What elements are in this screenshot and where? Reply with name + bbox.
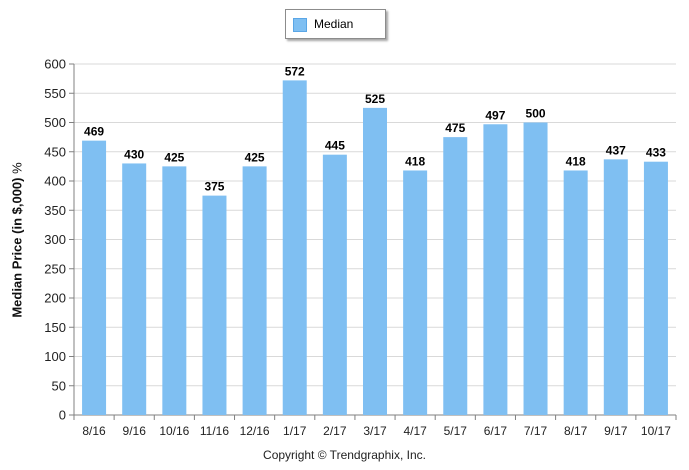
- x-tick-label: 3/17: [363, 424, 387, 438]
- data-label: 572: [285, 64, 305, 78]
- y-tick-label: 100: [44, 349, 66, 364]
- bar: [563, 170, 588, 415]
- data-label: 375: [204, 180, 224, 194]
- bar: [363, 107, 387, 415]
- bar: [282, 80, 307, 415]
- x-tick-label: 8/16: [82, 424, 106, 438]
- x-tick-label: 6/17: [484, 424, 508, 438]
- y-tick-label: 200: [44, 291, 66, 306]
- y-tick-label: 400: [44, 174, 66, 189]
- x-tick-label: 5/17: [444, 424, 468, 438]
- data-label: 525: [365, 92, 385, 106]
- data-label: 433: [646, 146, 666, 160]
- y-tick-label: 300: [44, 232, 66, 247]
- x-tick-label: 9/17: [604, 424, 628, 438]
- data-label: 425: [164, 150, 184, 164]
- bar: [122, 163, 147, 415]
- bar: [242, 166, 267, 415]
- legend-label: Median: [314, 17, 354, 31]
- y-axis-title-suffix: %: [9, 162, 25, 174]
- bar: [483, 124, 508, 415]
- x-tick-label: 7/17: [524, 424, 548, 438]
- x-tick-label: 11/16: [200, 424, 229, 438]
- bar: [443, 137, 468, 415]
- bar: [403, 170, 428, 415]
- y-tick-label: 600: [44, 57, 66, 72]
- data-label: 418: [566, 154, 586, 168]
- y-tick-label: 250: [44, 261, 66, 276]
- data-label: 437: [606, 143, 626, 157]
- copyright-text: Copyright © Trendgraphix, Inc.: [263, 448, 426, 462]
- y-axis-title: Median Price (in $,000) %: [10, 162, 25, 317]
- data-label: 430: [124, 147, 144, 161]
- y-tick-label: 350: [44, 203, 66, 218]
- bar: [202, 195, 227, 415]
- x-tick-label: 9/16: [123, 424, 147, 438]
- data-label: 469: [84, 125, 104, 139]
- data-label: 418: [405, 154, 425, 168]
- data-label: 425: [245, 150, 265, 164]
- legend: Median: [285, 9, 386, 39]
- x-tick-label: 1/17: [283, 424, 307, 438]
- bar: [82, 140, 107, 415]
- data-label: 475: [445, 121, 465, 135]
- y-axis-title-text: Median Price (in $,000): [9, 177, 25, 318]
- legend-swatch: [293, 18, 307, 32]
- bar: [162, 166, 187, 415]
- y-tick-label: 0: [59, 408, 66, 423]
- bar: [643, 161, 668, 415]
- bar: [523, 122, 548, 415]
- y-tick-label: 50: [52, 378, 66, 393]
- x-tick-label: 4/17: [403, 424, 427, 438]
- x-tick-label: 10/17: [641, 424, 671, 438]
- x-tick-label: 2/17: [323, 424, 347, 438]
- x-tick-label: 10/16: [159, 424, 189, 438]
- data-label: 445: [325, 139, 345, 153]
- y-tick-label: 150: [44, 320, 66, 335]
- x-tick-label: 8/17: [564, 424, 588, 438]
- y-tick-label: 450: [44, 144, 66, 159]
- data-label: 500: [526, 107, 546, 121]
- bar: [603, 159, 628, 415]
- x-tick-label: 12/16: [240, 424, 270, 438]
- data-label: 497: [485, 108, 505, 122]
- bar: [322, 154, 347, 416]
- y-tick-label: 550: [44, 86, 66, 101]
- y-tick-label: 500: [44, 115, 66, 130]
